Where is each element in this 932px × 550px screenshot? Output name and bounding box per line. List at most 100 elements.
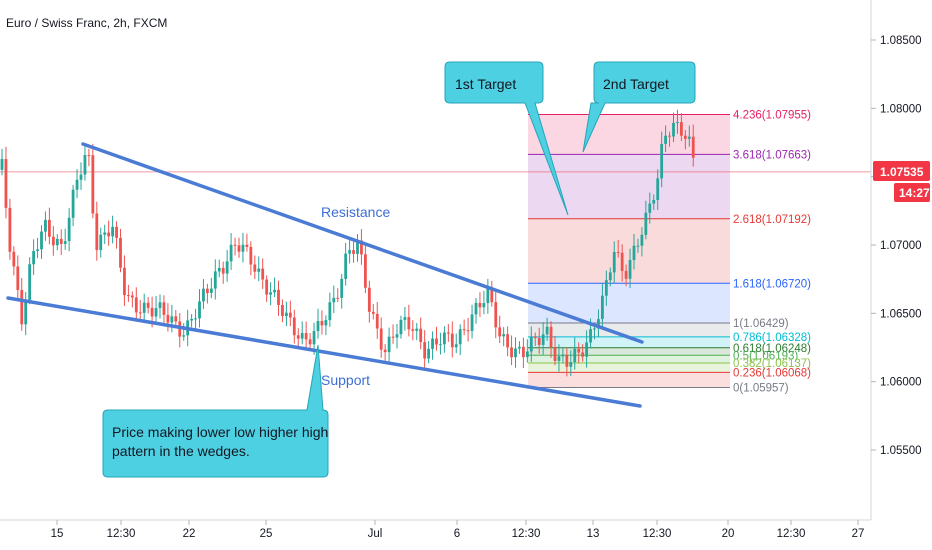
- candle-body: [585, 342, 588, 357]
- candle-body: [174, 316, 178, 322]
- candle-body: [241, 244, 245, 252]
- candle-body: [632, 245, 636, 261]
- price-tick-label: 1.05500: [880, 445, 922, 457]
- price-axis-panel[interactable]: [871, 0, 932, 520]
- candle-body: [391, 336, 395, 338]
- candle-body: [111, 226, 114, 237]
- support-label: Support: [321, 372, 370, 388]
- time-tick-label: 12:30: [643, 528, 672, 540]
- candle-body: [522, 346, 525, 358]
- candle-body: [490, 287, 494, 303]
- candle-body: [312, 331, 316, 345]
- candle-body: [644, 212, 648, 235]
- candle-body: [683, 135, 687, 139]
- target1-callout[interactable]: 1st Target: [444, 61, 569, 216]
- target1-label: 1st Target: [455, 76, 516, 92]
- candle-body: [24, 299, 28, 325]
- candle-body: [573, 348, 577, 363]
- candle-body: [462, 329, 466, 331]
- candle-body: [83, 155, 87, 175]
- candle-body: [514, 348, 517, 358]
- resistance-label: Resistance: [321, 204, 390, 220]
- candle-body: [269, 292, 272, 295]
- candle-body: [486, 287, 490, 304]
- candle-body: [431, 338, 434, 349]
- candle-body: [541, 334, 545, 345]
- candle-body: [482, 303, 486, 308]
- pattern-note-callout[interactable]: Price making lower low higher high patte…: [102, 344, 329, 478]
- candle-body: [664, 135, 667, 144]
- candle-body: [292, 317, 296, 336]
- candle-body: [103, 232, 107, 235]
- candle-body: [277, 289, 280, 306]
- fib-band: [528, 336, 730, 348]
- candle-body: [138, 312, 142, 314]
- current-price-value: 1.07535: [880, 165, 924, 179]
- candle-body: [364, 254, 367, 288]
- candle-body: [209, 288, 213, 293]
- candle-body: [288, 312, 292, 318]
- candle-body: [601, 295, 604, 320]
- fib-band: [528, 362, 730, 373]
- candle-body: [502, 334, 506, 337]
- candle-body: [375, 313, 379, 329]
- candle-body: [336, 297, 340, 299]
- candle-body: [454, 344, 458, 348]
- candle-body: [360, 240, 363, 255]
- candle-body: [636, 245, 640, 247]
- time-axis-panel[interactable]: [0, 520, 871, 550]
- price-tick-label: 1.06000: [880, 377, 922, 389]
- candle-body: [304, 333, 308, 340]
- price-tick-label: 1.08000: [880, 103, 922, 115]
- candle-body: [549, 326, 553, 348]
- candle-body: [474, 302, 478, 315]
- candle-body: [237, 245, 241, 252]
- candle-body: [51, 236, 55, 246]
- fibonacci-extension[interactable]: 4.236(1.07955) 3.618(1.07663) 2.618(1.0719…: [528, 109, 811, 395]
- candle-body: [225, 261, 229, 274]
- candle-body: [328, 302, 332, 321]
- candle-body: [450, 333, 454, 348]
- time-tick-label: 13: [587, 528, 600, 540]
- candle-body: [194, 318, 197, 320]
- candle-body: [411, 329, 415, 331]
- candle-body: [537, 338, 541, 345]
- candle-body: [569, 362, 573, 367]
- fib-level-label: 0.786(1.06328): [733, 332, 811, 344]
- candle-body: [553, 347, 557, 361]
- candle-body: [565, 354, 569, 367]
- candle-body: [533, 336, 537, 339]
- candle-body: [79, 174, 83, 180]
- candle-body: [506, 334, 509, 348]
- time-tick-label: 12:30: [512, 528, 541, 540]
- candle-body: [371, 311, 375, 314]
- candle-body: [561, 354, 565, 357]
- candle-body: [640, 234, 644, 246]
- candle-body: [20, 290, 24, 325]
- candle-body: [446, 332, 450, 334]
- candle-body: [672, 122, 675, 137]
- candle-body: [142, 302, 146, 313]
- candle-body: [300, 333, 304, 339]
- support-trendline[interactable]: [6, 296, 642, 408]
- bar-countdown: 14:27: [899, 186, 930, 200]
- fib-band: [528, 372, 730, 388]
- candle-body: [498, 327, 502, 337]
- candle-body: [217, 268, 221, 272]
- candle-body: [119, 237, 122, 268]
- fib-level-label: 0(1.05957): [733, 383, 789, 395]
- candle-body: [71, 189, 75, 218]
- candle-body: [233, 244, 237, 246]
- time-tick-label: 6: [454, 528, 460, 540]
- candle-body: [529, 336, 533, 352]
- candle-body: [332, 297, 336, 303]
- candle-body: [648, 203, 652, 213]
- candle-body: [581, 352, 585, 357]
- fib-level-label: 1(1.06429): [733, 318, 789, 330]
- candle-body: [628, 260, 632, 279]
- resistance-trendline[interactable]: [81, 142, 644, 344]
- current-price-badge: 1.07535 14:27: [873, 161, 930, 202]
- target2-callout[interactable]: 2nd Target: [582, 61, 696, 153]
- candle-body: [597, 319, 600, 329]
